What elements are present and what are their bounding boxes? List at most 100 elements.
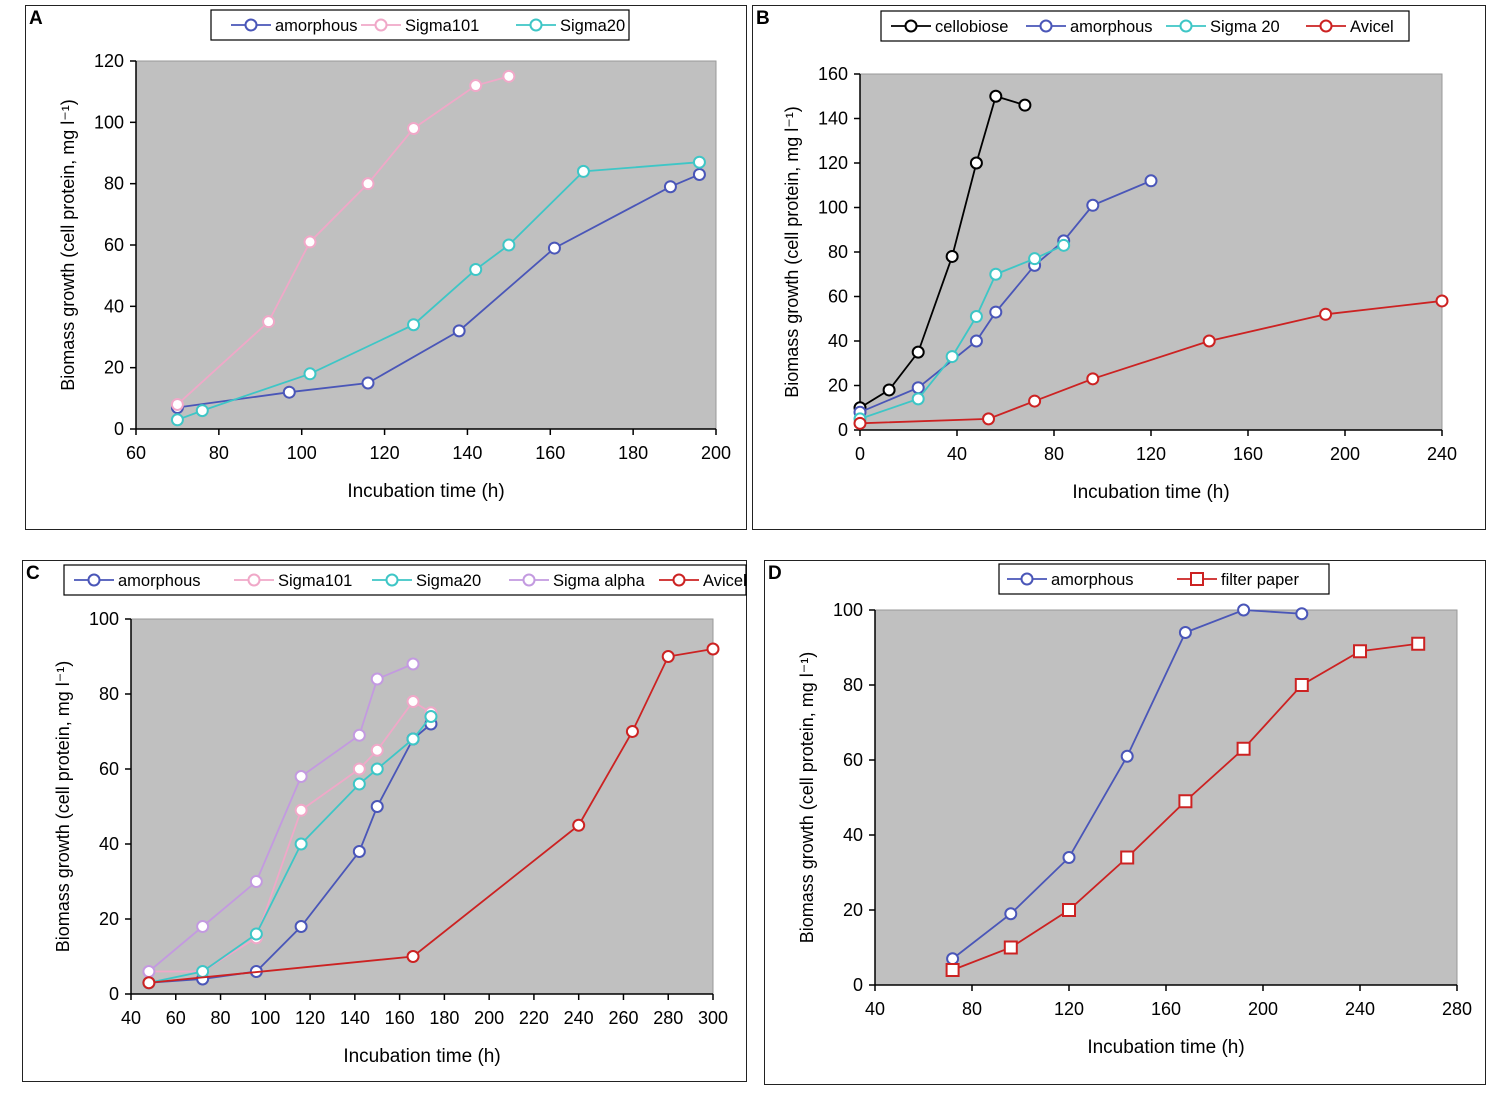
series-amorphous-d — [946, 603, 1309, 966]
y-tick-label: 60 — [828, 287, 848, 307]
x-tick-label: 100 — [287, 443, 317, 463]
x-tick-label: 260 — [608, 1008, 638, 1028]
y-tick-label: 100 — [94, 112, 124, 132]
y-tick-label: 20 — [843, 900, 863, 920]
data-point-sigma-alpha — [196, 920, 210, 933]
chart-b: 0 20 40 60 80 100 120 140 160 0 40 80 120 160 200 240 In… — [782, 10, 1457, 503]
x-tick-label: 120 — [1054, 999, 1084, 1019]
x-tick-label: 140 — [452, 443, 482, 463]
y-tick-label: 40 — [99, 834, 119, 854]
panel-b: 0 20 40 60 80 100 120 140 160 0 40 80 120 160 200 240 In… — [752, 5, 1486, 530]
data-point-avicel — [1435, 294, 1449, 308]
data-point-sigma101 — [407, 121, 421, 135]
data-point-amorphous — [1178, 626, 1192, 639]
x-tick-label: 200 — [1248, 999, 1278, 1019]
plot-area-a — [135, 60, 717, 430]
data-point-sigma20 — [692, 155, 706, 169]
y-tick-label: 60 — [99, 759, 119, 779]
legend-marker-sigma-alpha — [522, 573, 536, 587]
legend-marker-avicel — [1319, 19, 1333, 33]
legend-marker-sigma20 — [529, 18, 543, 32]
legend-marker-sigma-20 — [1179, 19, 1193, 33]
data-point-amorphous — [1295, 607, 1309, 621]
y-tick-label: 60 — [104, 235, 124, 255]
x-tick-label: 300 — [698, 1008, 728, 1028]
data-point-amorphous — [452, 324, 466, 338]
data-point-amorphous — [969, 334, 983, 348]
legend-label-sigma101: Sigma101 — [278, 572, 352, 590]
x-tick-label: 180 — [618, 443, 648, 463]
legend-label-sigma-20: Sigma 20 — [1210, 18, 1280, 36]
x-tick-label: 120 — [370, 443, 400, 463]
panel-a: 0 20 40 60 80 100 120 60 80 100 120 140 160 180 200 Inc… — [25, 5, 747, 530]
x-tick-label: 80 — [209, 443, 229, 463]
data-point-sigma20 — [576, 164, 590, 178]
data-point-filter-paper — [1294, 678, 1309, 692]
series-sigma-alpha-c — [142, 657, 420, 978]
x-tick-label: 0 — [855, 444, 865, 464]
y-tick-label: 80 — [843, 675, 863, 695]
data-point-cellobiose — [1018, 98, 1032, 112]
data-point-sigma-alpha — [294, 770, 308, 783]
data-point-amorphous — [547, 241, 561, 255]
y-tick-label: 160 — [818, 64, 848, 84]
data-point-sigma-20 — [1028, 252, 1042, 266]
data-point-amorphous — [1237, 603, 1251, 617]
data-point-sigma101 — [502, 69, 516, 83]
legend-marker-sigma20 — [385, 573, 399, 587]
panel-label-d: D — [768, 563, 782, 584]
series-line-amorphous — [148, 723, 432, 984]
data-point-sigma-alpha — [142, 965, 156, 978]
x-tick-label: 160 — [535, 443, 565, 463]
data-point-sigma20 — [469, 263, 483, 277]
legend-label-sigma20: Sigma20 — [560, 17, 625, 35]
x-tick-label: 280 — [653, 1008, 683, 1028]
legend-label-amorphous: amorphous — [1070, 18, 1153, 36]
x-tick-label: 100 — [250, 1008, 280, 1028]
y-tick-label: 0 — [114, 419, 124, 439]
x-tick-label: 40 — [121, 1008, 141, 1028]
y-tick-label: 120 — [818, 153, 848, 173]
data-point-sigma20 — [249, 927, 263, 941]
y-tick-label: 140 — [818, 109, 848, 129]
legend-label-cellobiose: cellobiose — [935, 18, 1008, 36]
panel-label-b: B — [756, 8, 770, 29]
data-point-amorphous — [946, 952, 960, 966]
x-tick-label: 240 — [1427, 444, 1457, 464]
x-tick-label: 160 — [385, 1008, 415, 1028]
panel-label-a: A — [29, 8, 43, 29]
x-tick-label: 280 — [1442, 999, 1472, 1019]
x-axis-title-d: Incubation time (h) — [1087, 1037, 1244, 1058]
data-point-amorphous — [911, 381, 925, 395]
x-tick-label: 80 — [211, 1008, 231, 1028]
data-point-amorphous — [692, 167, 706, 181]
x-tick-label: 40 — [947, 444, 967, 464]
data-point-sigma101 — [294, 803, 308, 817]
data-point-filter-paper — [1178, 794, 1193, 809]
panel-d: 0 20 40 60 80 100 40 80 120 160 200 240 280 Incubatio… — [764, 560, 1486, 1085]
data-point-sigma20 — [406, 732, 420, 746]
data-point-amorphous — [361, 376, 375, 390]
series-avicel-c — [142, 642, 720, 990]
x-tick-label: 140 — [340, 1008, 370, 1028]
y-tick-label: 0 — [853, 975, 863, 995]
data-point-filter-paper — [1236, 741, 1251, 756]
y-tick-label: 80 — [104, 174, 124, 194]
series-line-sigma20 — [148, 715, 432, 984]
data-point-amorphous — [352, 845, 366, 858]
y-tick-label: 20 — [104, 358, 124, 378]
x-tick-label: 80 — [1044, 444, 1064, 464]
legend-marker-amorphous — [244, 18, 258, 32]
legend-label-avicel: Avicel — [703, 572, 747, 590]
series-sigma20-a — [170, 155, 706, 427]
data-point-sigma20 — [370, 762, 384, 776]
data-point-cellobiose — [911, 345, 925, 359]
data-point-sigma-20 — [1057, 238, 1071, 252]
data-point-sigma101 — [170, 397, 184, 411]
data-point-cellobiose — [882, 383, 896, 397]
legend-c: amorphous Sigma101 Sigma20 Sigma alpha Avice… — [63, 564, 747, 596]
data-point-amorphous — [1120, 749, 1134, 763]
legend-label-amorphous: amorphous — [118, 572, 201, 590]
legend-label-sigma101: Sigma101 — [405, 17, 479, 35]
legend-marker-avicel — [672, 573, 686, 587]
